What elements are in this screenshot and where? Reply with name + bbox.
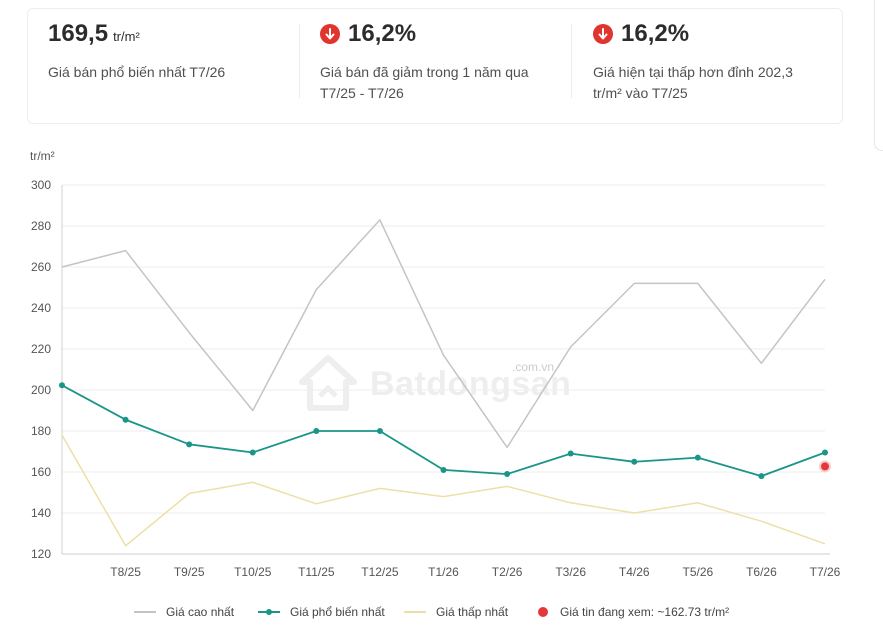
- series-point: [567, 450, 574, 457]
- x-tick-label: T11/25: [298, 565, 335, 579]
- yearly-change-description: Giá bán đã giảm trong 1 năm qua T7/25 - …: [320, 64, 529, 101]
- price-chart: tr/m² 120 140 160 180 200 220 240 260 280 300 T8/25…: [30, 149, 841, 579]
- x-tick-label: T6/26: [746, 565, 777, 579]
- series-point: [122, 416, 129, 423]
- peak-diff-value: 16,2%: [621, 20, 690, 47]
- legend-item-common[interactable]: Giá phổ biến nhất: [258, 603, 385, 621]
- arrow-down-icon: [320, 24, 340, 44]
- y-axis-unit-label: tr/m²: [30, 149, 55, 163]
- y-tick-label: 300: [31, 178, 51, 192]
- x-tick-label: T5/26: [682, 565, 713, 579]
- common-price-unit: tr/m²: [113, 28, 140, 44]
- series-line-2: [61, 434, 826, 547]
- y-tick-label: 140: [31, 506, 51, 520]
- watermark-brand: Batdongsan: [370, 364, 572, 403]
- stat-divider: [299, 24, 300, 98]
- x-tick-label: T2/26: [492, 565, 523, 579]
- legend-swatch-max: [134, 611, 156, 613]
- series-point: [822, 449, 828, 456]
- stat-yearly-change: 16,2% Giá bán đã giảm trong 1 năm qua T7…: [320, 18, 550, 104]
- x-tick-label: T12/25: [361, 565, 399, 579]
- legend-swatch-common: [258, 609, 280, 615]
- x-tick-label: T3/26: [555, 565, 586, 579]
- stat-divider: [571, 24, 572, 98]
- arrow-down-icon: [593, 24, 613, 44]
- y-tick-label: 180: [31, 424, 51, 438]
- legend-label-common: Giá phổ biến nhất: [290, 605, 385, 619]
- y-tick-label: 160: [31, 465, 51, 479]
- y-tick-label: 120: [31, 547, 51, 561]
- stat-peak-diff: 16,2% Giá hiện tại thấp hơn đỉnh 202,3 t…: [593, 18, 823, 104]
- watermark-logo-icon: [299, 355, 357, 411]
- legend-label-current: Giá tin đang xem: ~162.73 tr/m²: [560, 605, 730, 619]
- series-point: [59, 382, 65, 389]
- x-tick-label: T10/25: [234, 565, 272, 579]
- y-tick-label: 280: [31, 219, 51, 233]
- legend-swatch-min: [404, 611, 426, 613]
- x-tick-label: T4/26: [619, 565, 650, 579]
- legend-item-max[interactable]: Giá cao nhất: [134, 603, 234, 621]
- y-tick-label: 200: [31, 383, 51, 397]
- series-point: [758, 473, 765, 480]
- legend-swatch-current: [538, 607, 548, 617]
- stats-card: [27, 8, 843, 124]
- chart-legend: Giá cao nhất Giá phổ biến nhất Giá thấp …: [0, 603, 883, 623]
- series-point: [440, 466, 447, 473]
- x-tick-label: T7/26: [810, 565, 841, 579]
- common-price-value: 169,5: [48, 20, 109, 47]
- y-tick-label: 240: [31, 301, 51, 315]
- common-price-description: Giá bán phổ biến nhất T7/26: [48, 64, 226, 80]
- x-tick-label: T8/25: [110, 565, 141, 579]
- legend-item-min[interactable]: Giá thấp nhất: [404, 603, 508, 621]
- series-point: [313, 428, 320, 434]
- series-point: [376, 428, 383, 434]
- series-point: [186, 441, 193, 448]
- stat-common-price: 169,5 tr/m² Giá bán phổ biến nhất T7/26: [48, 18, 278, 83]
- x-tick-label: T9/25: [174, 565, 205, 579]
- side-panel-edge: [874, 0, 883, 151]
- series-line-0: [61, 219, 826, 449]
- highlight-point: [821, 462, 829, 471]
- peak-diff-description: Giá hiện tại thấp hơn đỉnh 202,3 tr/m² v…: [593, 64, 793, 101]
- legend-label-min: Giá thấp nhất: [436, 605, 509, 619]
- yearly-change-value: 16,2%: [348, 20, 417, 47]
- series-point: [694, 454, 701, 461]
- series-point: [504, 471, 511, 478]
- watermark: Batdongsan: [296, 352, 571, 416]
- x-tick-label: T1/26: [428, 565, 459, 579]
- watermark-suffix: .com.vn: [512, 360, 555, 374]
- y-tick-label: 220: [31, 342, 51, 356]
- series-point: [249, 449, 256, 456]
- y-tick-label: 260: [31, 260, 51, 274]
- legend-label-max: Giá cao nhất: [166, 605, 235, 619]
- legend-item-current[interactable]: Giá tin đang xem: ~162.73 tr/m²: [532, 603, 729, 621]
- series-point: [631, 458, 638, 465]
